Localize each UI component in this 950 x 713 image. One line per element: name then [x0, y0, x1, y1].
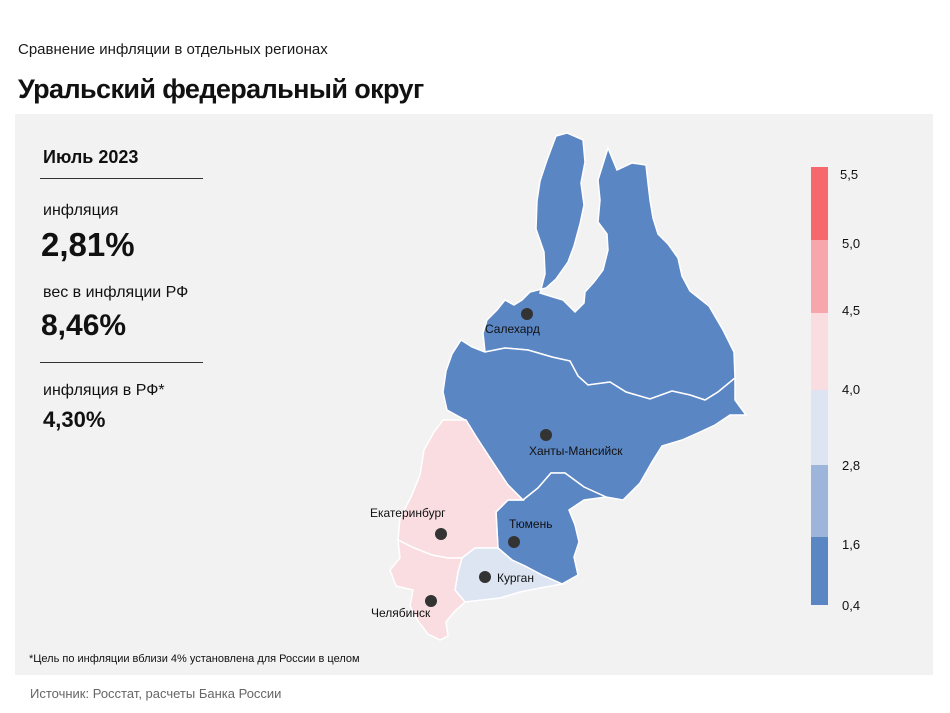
city-khanty-mansiysk: Ханты-Мансийск: [529, 429, 623, 458]
page-subtitle: Сравнение инфляции в отдельных регионах: [18, 41, 328, 58]
city-dot: [425, 595, 437, 607]
city-salekhard: Салехард: [485, 308, 540, 336]
city-markers: Салехард Ханты-Мансийск Тюмень Екатеринб…: [370, 308, 623, 620]
city-label: Курган: [497, 571, 534, 585]
region-khmao: [442, 338, 748, 502]
city-tyumen: Тюмень: [508, 517, 552, 548]
city-yekaterinburg: Екатеринбург: [370, 506, 447, 540]
rf-inflation-value: 4,30%: [43, 407, 106, 432]
city-dot: [508, 536, 520, 548]
page-title: Уральский федеральный округ: [18, 74, 424, 104]
weight-value: 8,46%: [41, 309, 127, 342]
inflation-label: инфляция: [43, 202, 119, 219]
legend-tick: 5,5: [840, 167, 858, 182]
legend-tick: 5,0: [842, 236, 860, 251]
city-dot: [479, 571, 491, 583]
legend-swatch: [811, 537, 828, 605]
divider: [40, 362, 203, 363]
city-dot: [540, 429, 552, 441]
legend-swatch: [811, 465, 828, 537]
legend-swatch: [811, 167, 828, 240]
period-label: Июль 2023: [43, 147, 139, 167]
legend-tick: 4,5: [842, 303, 860, 318]
inflation-value: 2,81%: [41, 226, 135, 263]
region-yamal: [482, 132, 736, 401]
city-label: Тюмень: [509, 517, 552, 531]
city-label: Екатеринбург: [370, 506, 446, 520]
legend-tick: 2,8: [842, 458, 860, 473]
legend-tick: 4,0: [842, 382, 860, 397]
city-dot: [435, 528, 447, 540]
legend-tick: 1,6: [842, 537, 860, 552]
legend-tick: 0,4: [842, 598, 860, 613]
rf-inflation-label: инфляция в РФ*: [43, 382, 165, 399]
city-dot: [521, 308, 533, 320]
divider: [40, 178, 203, 179]
weight-label: вес в инфляции РФ: [43, 284, 189, 301]
city-label: Челябинск: [371, 606, 431, 620]
legend-swatch: [811, 390, 828, 465]
color-legend: 5,5 5,0 4,5 4,0 2,8 1,6 0,4: [811, 167, 860, 613]
city-label: Салехард: [485, 322, 540, 336]
source-note: Источник: Росстат, расчеты Банка России: [30, 686, 282, 701]
map-regions: [389, 132, 748, 641]
city-label: Ханты-Мансийск: [529, 444, 623, 458]
city-kurgan: Курган: [479, 571, 534, 585]
legend-swatch: [811, 240, 828, 313]
city-chelyabinsk: Челябинск: [371, 595, 437, 620]
footnote: *Цель по инфляции вблизи 4% установлена …: [29, 653, 360, 665]
legend-swatch: [811, 313, 828, 390]
region-chelyabinsk: [389, 538, 467, 641]
